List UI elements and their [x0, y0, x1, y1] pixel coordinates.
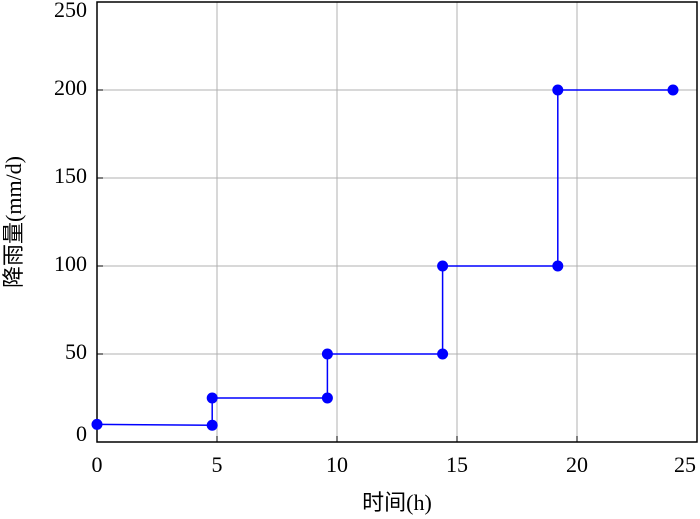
y-tick-label: 50	[65, 339, 87, 364]
data-line	[96, 89, 673, 427]
y-tick-label: 200	[54, 75, 87, 100]
data-point	[321, 392, 333, 404]
y-tick-label: 0	[76, 421, 87, 446]
data-point	[552, 84, 564, 96]
y-tick-label: 150	[54, 163, 87, 188]
x-axis-label: 时间(h)	[362, 490, 432, 515]
x-tick-label: 15	[446, 452, 468, 477]
data-point	[206, 392, 218, 404]
x-tick-label: 20	[566, 452, 588, 477]
plot-frame	[96, 1, 698, 443]
data-point	[321, 348, 333, 360]
data-point	[91, 418, 103, 430]
data-point	[667, 84, 679, 96]
y-tick-label: 100	[54, 251, 87, 276]
data-point	[552, 260, 564, 272]
x-tick-label: 25	[674, 452, 696, 477]
data-point	[437, 348, 449, 360]
x-tick-label: 10	[326, 452, 348, 477]
data-point	[437, 260, 449, 272]
x-tick-label: 0	[92, 452, 103, 477]
y-axis-label: 降雨量(mm/d)	[1, 156, 26, 288]
x-tick-label: 5	[212, 452, 223, 477]
data-point	[206, 419, 218, 431]
y-tick-label: 250	[54, 0, 87, 22]
